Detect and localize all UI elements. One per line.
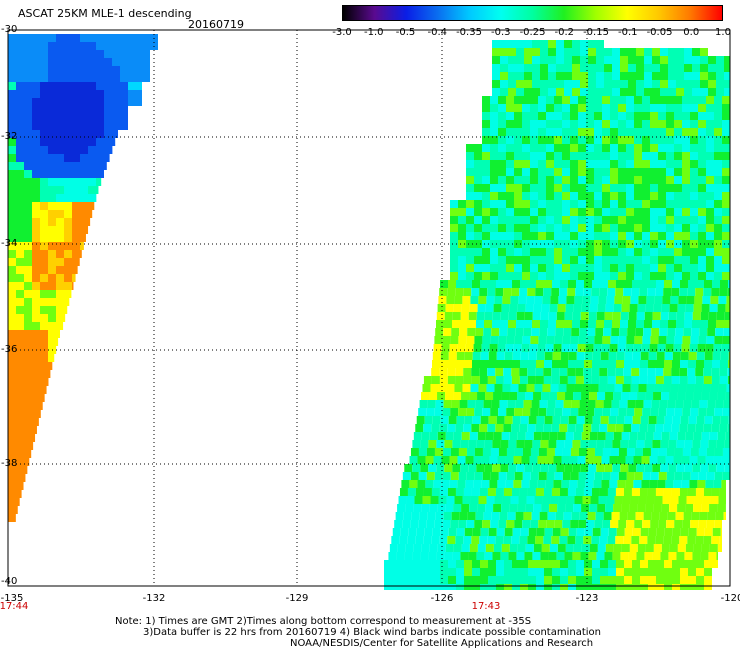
swath-left-pass <box>8 34 158 522</box>
lat-lon-grid <box>8 30 730 586</box>
note-line-3: NOAA/NESDIS/Center for Satellite Applica… <box>290 638 594 649</box>
color-scale-label: -0.25 <box>519 27 546 38</box>
lat-label: -32 <box>1 131 18 142</box>
lon-label: -123 <box>575 593 599 604</box>
product-title: ASCAT 25KM MLE-1 descending <box>18 7 192 20</box>
color-scale-label: -0.15 <box>583 27 609 38</box>
lon-label: -129 <box>285 593 309 604</box>
color-scale-label: -0.35 <box>456 27 482 38</box>
color-scale-label: -3.0 <box>332 27 352 38</box>
lat-label: -36 <box>1 344 18 355</box>
color-scale-label: -0.1 <box>617 27 638 38</box>
color-scale-label: -0.2 <box>554 27 575 38</box>
product-date: 20160719 <box>188 18 244 31</box>
lon-label: -132 <box>142 593 166 604</box>
note-line-1: Note: 1) Times are GMT 2)Times along bot… <box>115 616 532 627</box>
color-scale-label: 1.0 <box>715 27 731 38</box>
swath-right-pass <box>384 40 730 590</box>
pass-time-right: 17:43 <box>471 601 501 612</box>
map-frame <box>7 29 731 587</box>
color-scale-label: -0.4 <box>427 27 448 38</box>
lon-label: -126 <box>430 593 454 604</box>
color-scale-label: 0.0 <box>683 27 700 38</box>
color-scale-label: -1.0 <box>363 27 384 38</box>
color-scale-label: -0.5 <box>395 27 416 38</box>
color-scale-bar <box>342 5 723 21</box>
lat-label: -40 <box>1 576 18 587</box>
color-scale-label: -0.3 <box>490 27 511 38</box>
pass-time-left: 17:44 <box>0 601 29 612</box>
note-line-2: 3)Data buffer is 22 hrs from 20160719 4)… <box>143 627 601 638</box>
color-scale-label: -0.05 <box>646 27 673 38</box>
lat-label: -34 <box>1 238 18 249</box>
lon-label: -120 <box>720 593 740 604</box>
lon-label: -135 <box>0 593 24 604</box>
lat-label: -30 <box>1 24 18 35</box>
lat-label: -38 <box>1 458 18 469</box>
